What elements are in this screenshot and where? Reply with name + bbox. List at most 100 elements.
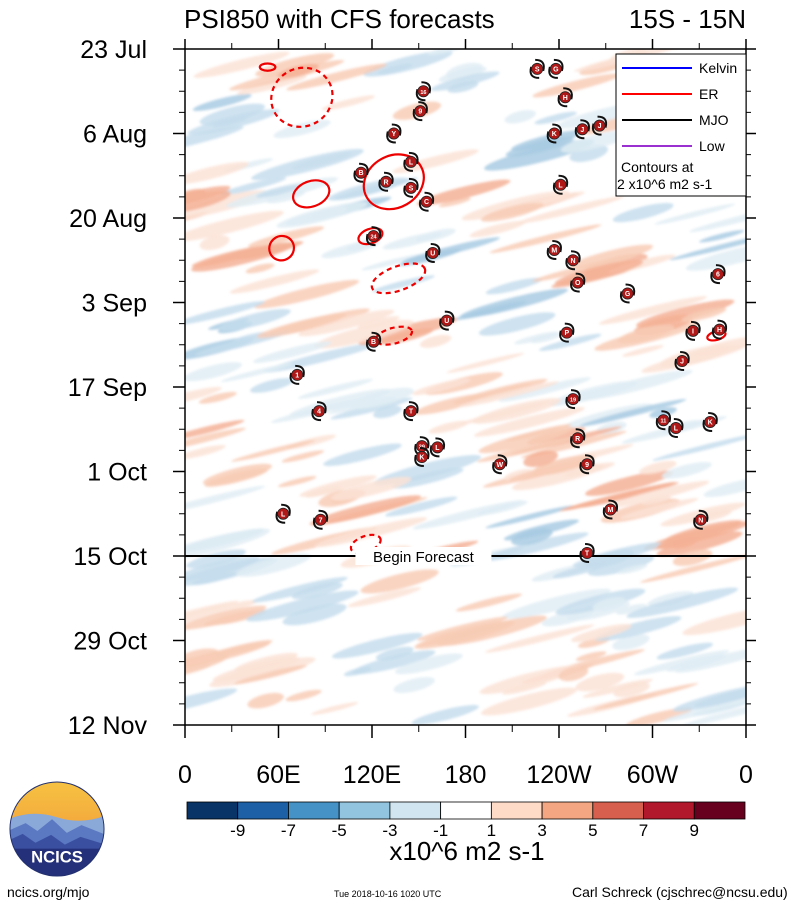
- field-patch: [669, 230, 746, 261]
- field-patch: [575, 651, 607, 662]
- field-patch: [560, 130, 631, 153]
- field-patch: [438, 66, 487, 83]
- field-patch: [357, 316, 400, 329]
- field-patch: [254, 279, 360, 309]
- storm-icon: 9: [412, 101, 428, 122]
- storm-swirl: [702, 419, 713, 433]
- storm-icon: 19: [565, 389, 581, 410]
- field-patch: [656, 642, 713, 660]
- colorbar-swatch: [288, 801, 340, 820]
- field-patch: [609, 480, 710, 508]
- storm-swirl: [365, 233, 376, 247]
- storm-core: [621, 287, 634, 300]
- field-patch: [412, 378, 471, 396]
- storm-icon: G: [619, 283, 636, 304]
- storm-core: [367, 335, 380, 348]
- field-patch: [199, 235, 230, 251]
- field-patch: [476, 501, 528, 516]
- field-patch: [480, 202, 544, 222]
- storm-core: [367, 230, 380, 243]
- storm-swirl: [497, 454, 508, 467]
- storm-swirl: [564, 322, 575, 335]
- field-patch: [229, 269, 320, 294]
- storm-swirl: [425, 250, 435, 264]
- field-patch: [185, 445, 226, 460]
- storm-swirl: [563, 87, 573, 100]
- storm-core: [531, 62, 544, 75]
- field-patch: [461, 190, 570, 221]
- storm-swirl: [570, 436, 580, 449]
- storm-core: [420, 195, 433, 208]
- storm-swirl: [698, 509, 709, 523]
- storm-label: U: [430, 251, 435, 258]
- storm-label: 1: [295, 372, 299, 379]
- field-patch: [479, 665, 582, 695]
- field-patch: [185, 688, 238, 716]
- storm-icon: L: [275, 503, 291, 524]
- field-patch: [314, 319, 414, 349]
- field-patch: [523, 450, 558, 467]
- field-patch: [642, 495, 671, 505]
- field-patch: [689, 205, 746, 233]
- storm-icon: K: [414, 447, 430, 468]
- storm-icon: S: [403, 177, 419, 198]
- colorbar-units: x10^6 m2 s-1: [389, 836, 544, 866]
- storm-swirl: [383, 171, 394, 185]
- field-patch: [234, 665, 307, 685]
- field-patch: [281, 450, 325, 463]
- storm-label: J: [598, 123, 602, 130]
- field-patch: [220, 363, 294, 382]
- field-patch: [379, 328, 434, 345]
- field-patch: [314, 517, 428, 548]
- field-patch: [428, 420, 469, 434]
- field-patch: [640, 554, 746, 583]
- field-patch: [250, 377, 294, 393]
- storm-core: [687, 324, 700, 337]
- storm-icon: J: [574, 119, 590, 140]
- x-tick-label: 120E: [343, 761, 401, 789]
- storm-label: N: [698, 517, 703, 524]
- storm-icon: T: [403, 401, 419, 422]
- storm-icon: 9: [579, 454, 595, 475]
- colorbar-label: 9: [690, 821, 699, 840]
- legend-box: [615, 53, 747, 197]
- legend-note-line-1: Contours at: [621, 159, 693, 175]
- storm-swirl: [318, 509, 329, 523]
- y-tick-label: 29 Oct: [73, 628, 147, 656]
- storm-swirl: [557, 95, 568, 108]
- storm-swirl: [403, 408, 414, 422]
- storm-swirl: [552, 239, 562, 253]
- storm-swirl: [353, 170, 364, 183]
- storm-core: [560, 326, 573, 339]
- field-patch: [509, 459, 590, 481]
- colorbar-swatch: [592, 801, 644, 820]
- storm-core: [548, 243, 561, 256]
- field-patch: [504, 469, 535, 481]
- storm-tracks: S G 16 H 9 Y K J J B L R S L C 24 M U N 6 O G U B P I H J 1 19 4 T 11 L K R…: [275, 58, 728, 563]
- field-patch: [199, 103, 265, 126]
- storm-swirl: [365, 339, 376, 352]
- field-patch: [256, 313, 347, 339]
- storm-swirl: [424, 191, 435, 204]
- storm-swirl: [430, 243, 441, 256]
- colorbar: -9 -7 -5 -3 -1 1 3 5 7 9: [186, 801, 746, 840]
- storm-label: 19: [570, 398, 576, 404]
- colorbar-swatch: [693, 801, 746, 820]
- storm-label: 9: [585, 462, 589, 469]
- forecast-label: Begin Forecast: [373, 549, 475, 566]
- field-patch: [204, 468, 268, 487]
- storm-swirl: [439, 318, 449, 331]
- field-patch: [654, 203, 736, 225]
- field-patch: [360, 569, 439, 594]
- storm-swirl: [444, 310, 455, 323]
- storm-core: [571, 432, 584, 445]
- storm-core: [387, 127, 400, 140]
- colorbar-swatch: [541, 801, 594, 820]
- field-patch: [185, 362, 242, 382]
- field-patch: [458, 381, 559, 408]
- storm-swirl: [408, 401, 419, 414]
- field-patch: [375, 646, 414, 661]
- colorbar-label: 7: [639, 821, 648, 840]
- storm-label: K: [708, 420, 713, 427]
- y-tick-label: 6 Aug: [83, 121, 147, 149]
